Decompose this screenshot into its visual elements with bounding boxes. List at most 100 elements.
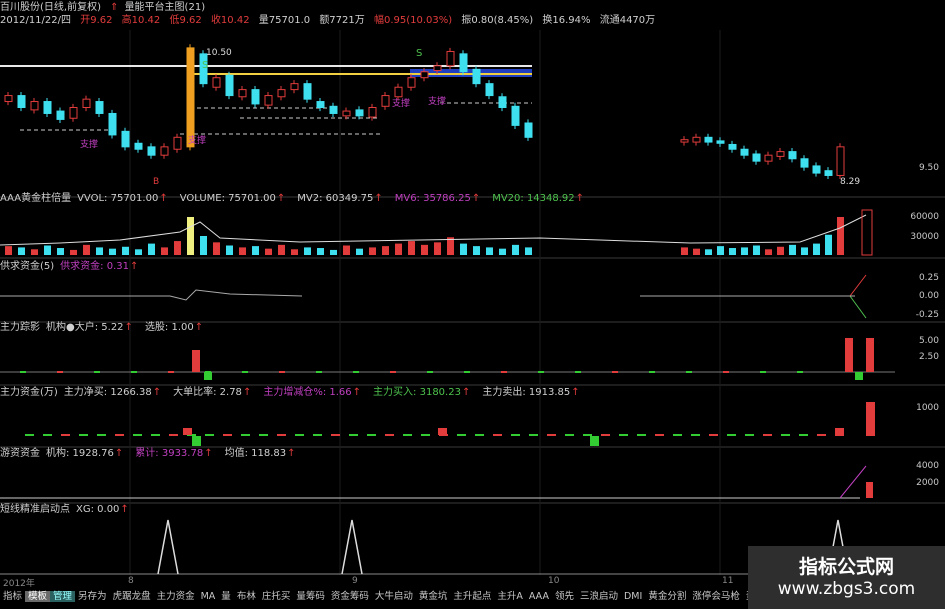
candle bbox=[764, 154, 773, 162]
tab-item[interactable]: MA bbox=[200, 591, 216, 602]
tab-item[interactable]: 大牛启动 bbox=[374, 591, 413, 602]
indicator-text: MV6: 35786.25 bbox=[394, 193, 471, 204]
indicator-text: XG: 0.00 bbox=[76, 504, 120, 515]
volume-bar bbox=[343, 245, 350, 255]
indicator-text: 均值: 118.83 bbox=[224, 448, 287, 459]
tab-item[interactable]: 指标 bbox=[3, 591, 23, 602]
tab-item[interactable]: 黄金坑 bbox=[418, 591, 448, 602]
stock-title: 百川股份(日线,前复权) bbox=[0, 2, 101, 13]
supply-line bbox=[849, 295, 867, 319]
candle bbox=[30, 101, 39, 111]
indicator-text: 主力卖出: 1913.85 bbox=[482, 387, 571, 398]
funds-bar bbox=[583, 434, 592, 436]
axis-label: 30000 bbox=[910, 232, 939, 242]
trace-bar bbox=[575, 371, 581, 373]
volume-bar bbox=[447, 237, 454, 255]
tab-item[interactable]: 主力资金 bbox=[156, 591, 195, 602]
quote-close: 收10.42 bbox=[210, 15, 250, 26]
indicator-value: XG: 0.00↑ bbox=[76, 504, 135, 515]
up-arrow-icon: ↑ bbox=[352, 387, 362, 398]
indicator-text: 大单比率: 2.78 bbox=[173, 387, 242, 398]
volume-bar bbox=[512, 244, 519, 255]
tab-item[interactable]: 庄托买 bbox=[261, 591, 291, 602]
trace-bar bbox=[131, 371, 137, 373]
quote-high: 高10.42 bbox=[121, 15, 161, 26]
tab-item[interactable]: 模板 bbox=[25, 591, 51, 602]
funds-bar bbox=[241, 434, 250, 436]
trace-bar bbox=[464, 371, 470, 373]
trace-bar bbox=[501, 371, 507, 373]
indicator-value: MV6: 35786.25↑ bbox=[395, 193, 486, 204]
funds-bar bbox=[61, 434, 70, 436]
candle bbox=[225, 74, 234, 97]
axis-label: 5.00 bbox=[918, 336, 939, 346]
candle bbox=[692, 136, 701, 143]
volume-bar bbox=[148, 243, 155, 255]
support-label: 支撑 bbox=[80, 138, 98, 150]
price-axis-label: 9.50 bbox=[918, 163, 939, 173]
volume-bar bbox=[83, 244, 90, 255]
volume-bar bbox=[226, 245, 233, 255]
tab-item[interactable]: 黄金分割 bbox=[648, 591, 687, 602]
indicator-value: MV2: 60349.75↑ bbox=[297, 193, 388, 204]
candle bbox=[160, 146, 169, 156]
tab-item[interactable]: AAA bbox=[528, 591, 549, 602]
candle bbox=[264, 95, 273, 106]
tab-item[interactable]: 涨停会马枪 bbox=[692, 591, 740, 602]
trace-bar bbox=[797, 371, 803, 373]
trace-bar bbox=[866, 338, 874, 372]
volume-bar bbox=[57, 248, 64, 255]
trace-bar bbox=[760, 371, 766, 373]
tab-item[interactable]: 另存为 bbox=[78, 591, 107, 602]
candle bbox=[4, 95, 13, 103]
candle bbox=[472, 68, 481, 85]
axis-label: 4000 bbox=[916, 461, 939, 471]
tab-item[interactable]: 量筹码 bbox=[296, 591, 325, 602]
watermark-url: www.zbgs3.com bbox=[777, 579, 916, 599]
tab-item[interactable]: DMI bbox=[623, 591, 643, 602]
indicator-value: 主力净买: 1266.38↑ bbox=[64, 387, 167, 398]
candle bbox=[290, 83, 299, 91]
volume-bar bbox=[304, 247, 311, 255]
candle bbox=[716, 140, 725, 144]
volume-bar bbox=[369, 247, 376, 255]
tab-item[interactable]: 布林 bbox=[236, 591, 256, 602]
supply-line bbox=[0, 289, 303, 301]
tab-item[interactable]: 主升起点 bbox=[453, 591, 492, 602]
up-arrow-icon: ↑ bbox=[130, 261, 139, 272]
volume-bar bbox=[717, 246, 724, 255]
funds-bar bbox=[745, 434, 754, 436]
candle bbox=[186, 47, 195, 148]
tab-item[interactable]: 管理 bbox=[50, 591, 76, 602]
volume-bar bbox=[861, 209, 873, 256]
indicator-tab-bar: 指标 模板 管理 另存为 虎踞龙盘 主力资金 MA 量布林 庄托买 量筹码 资金筹码 大牛启动 黄金坑主… bbox=[0, 590, 760, 604]
tab-item[interactable]: 量 bbox=[221, 591, 231, 602]
tab-item[interactable]: 主升A bbox=[497, 591, 523, 602]
panel-header-hot_money: 游资资金 机构: 1928.76↑ 累计: 3933.78↑ 均值: 118.83↑ bbox=[0, 447, 308, 460]
candle bbox=[316, 101, 325, 108]
trace-bar bbox=[168, 371, 174, 373]
tab-item[interactable]: 资金筹码 bbox=[330, 591, 369, 602]
volume-bar bbox=[473, 246, 480, 255]
tab-item[interactable]: 三浪启动 bbox=[579, 591, 618, 602]
quote-float: 流通4470万 bbox=[599, 15, 656, 26]
trace-bar bbox=[723, 371, 729, 373]
tab-item[interactable]: 虎踞龙盘 bbox=[112, 591, 151, 602]
funds-bar bbox=[313, 434, 322, 436]
tab-item[interactable]: 领先 bbox=[554, 591, 574, 602]
volume-bar bbox=[825, 234, 832, 255]
candle bbox=[740, 148, 749, 156]
indicator-value: 选股: 1.00↑ bbox=[145, 322, 209, 333]
up-arrow-icon: ↑ bbox=[124, 322, 133, 333]
volume-bar bbox=[5, 246, 12, 255]
funds-bar bbox=[205, 434, 214, 436]
funds-bar bbox=[817, 434, 826, 436]
panel-name: AAA黄金柱倍量 bbox=[0, 193, 72, 204]
up-arrow-icon: ⇑ bbox=[110, 2, 119, 13]
candle bbox=[511, 105, 520, 126]
funds-bar bbox=[763, 434, 772, 436]
up-arrow-icon: ↑ bbox=[471, 193, 481, 204]
date-label: 10 bbox=[548, 576, 560, 586]
trace-bar bbox=[427, 371, 433, 373]
